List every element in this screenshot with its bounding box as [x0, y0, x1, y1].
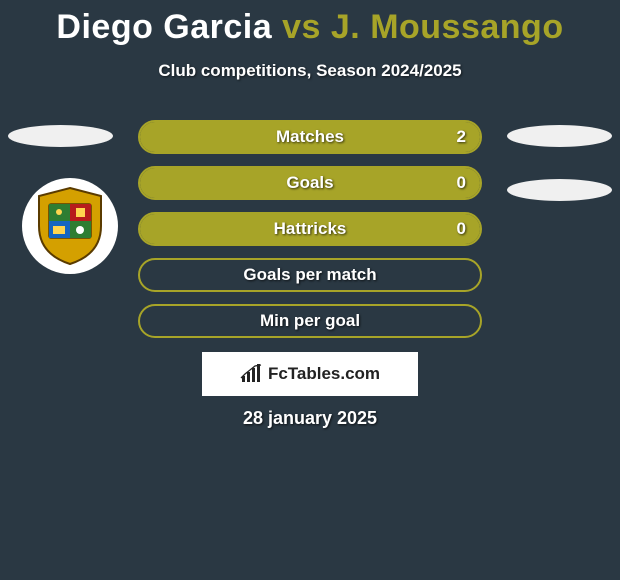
stat-label: Hattricks [274, 219, 347, 239]
brand-text: FcTables.com [268, 364, 380, 384]
stat-label: Goals per match [243, 265, 376, 285]
date-text: 28 january 2025 [0, 408, 620, 429]
subtitle: Club competitions, Season 2024/2025 [0, 61, 620, 81]
bar-chart-icon [240, 364, 264, 384]
player1-name: Diego Garcia [56, 8, 272, 46]
stats-container: Matches 2 Goals 0 Hattricks 0 Goals per … [138, 120, 482, 350]
stat-row-min-per-goal: Min per goal [138, 304, 482, 338]
stat-value: 2 [457, 127, 466, 147]
stat-label: Matches [276, 127, 344, 147]
left-ellipse-1 [8, 125, 113, 147]
club-badge [22, 178, 118, 274]
stat-row-goals: Goals 0 [138, 166, 482, 200]
stat-row-matches: Matches 2 [138, 120, 482, 154]
stat-value: 0 [457, 219, 466, 239]
right-ellipse-1 [507, 125, 612, 147]
stat-label: Min per goal [260, 311, 360, 331]
stat-label: Goals [286, 173, 333, 193]
stat-value: 0 [457, 173, 466, 193]
player2-name: J. Moussango [331, 8, 564, 46]
shield-icon [35, 186, 105, 266]
vs-separator: vs [282, 8, 321, 46]
page-title: Diego Garcia vs J. Moussango [0, 0, 620, 47]
stat-row-goals-per-match: Goals per match [138, 258, 482, 292]
right-ellipse-2 [507, 179, 612, 201]
brand-box: FcTables.com [202, 352, 418, 396]
stat-row-hattricks: Hattricks 0 [138, 212, 482, 246]
